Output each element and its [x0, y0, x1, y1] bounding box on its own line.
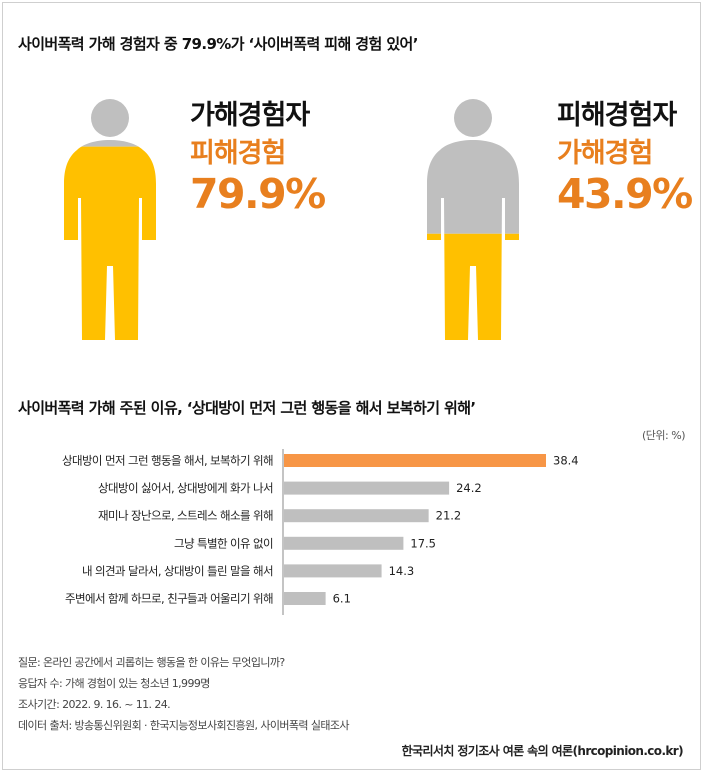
- footnotes: 질문: 온라인 공간에서 괴롭히는 행동을 한 이유는 무엇입니까? 응답자 수…: [18, 652, 350, 736]
- bar-value-label: 21.2: [436, 509, 462, 523]
- bar-category-label: 재미나 장난으로, 스트레스 해소를 위해: [98, 509, 273, 523]
- bar-value-label: 24.2: [456, 481, 482, 495]
- right-experience-label: 가해경험: [557, 138, 653, 169]
- bar: [284, 564, 382, 578]
- bar-value-label: 14.3: [389, 564, 415, 578]
- right-role-label: 피해경험자: [557, 100, 677, 131]
- footnote-question: 질문: 온라인 공간에서 괴롭히는 행동을 한 이유는 무엇입니까?: [18, 656, 285, 669]
- bar-value-label: 38.4: [553, 454, 579, 468]
- footnote-data-source: 데이터 출처: 방송통신위원회 · 한국지능정보사회진흥원, 사이버폭력 실태조…: [18, 719, 350, 732]
- perpetrator-figure-icon: [64, 99, 156, 340]
- unit-label: (단위: %): [642, 429, 685, 442]
- left-experience-label: 피해경험: [190, 138, 286, 169]
- bar-category-label: 그냥 특별한 이유 없이: [174, 536, 273, 550]
- left-figure-filled-part: [64, 146, 156, 340]
- right-figure-unfilled-part: [427, 99, 519, 234]
- bar: [284, 454, 546, 467]
- right-figure-filled-part: [427, 233, 519, 340]
- bar: [284, 481, 450, 495]
- bar-value-label: 6.1: [333, 592, 351, 606]
- section1-title: 사이버폭력 가해 경험자 중 79.9%가 ‘사이버폭력 피해 경험 있어’: [18, 35, 418, 53]
- left-percent-value: 79.9%: [190, 170, 326, 218]
- left-role-label: 가해경험자: [190, 100, 310, 131]
- bar: [284, 509, 429, 523]
- victim-figure-icon: [427, 99, 519, 340]
- bar-category-label: 상대방이 싫어서, 상대방에게 화가 나서: [98, 481, 273, 495]
- footnote-respondents: 응답자 수: 가해 경험이 있는 청소년 1,999명: [18, 677, 210, 690]
- reasons-bar-chart: 상대방이 먼저 그런 행동을 해서, 보복하기 위해 38.4 상대방이 싫어서, …: [62, 449, 579, 615]
- left-figure-unfilled-part: [64, 99, 156, 147]
- bar-value-label: 17.5: [410, 536, 436, 550]
- section2-title: 사이버폭력 가해 주된 이유, ‘상대방이 먼저 그런 행동을 해서 보복하기 …: [18, 399, 476, 417]
- bar-category-label: 상대방이 먼저 그런 행동을 해서, 보복하기 위해: [62, 454, 273, 468]
- bar-category-label: 내 의견과 달라서, 상대방이 틀린 말을 해서: [82, 564, 273, 578]
- bar: [284, 592, 326, 605]
- right-percent-value: 43.9%: [557, 170, 693, 218]
- bar: [284, 536, 404, 550]
- footnote-period: 조사기간: 2022. 9. 16. ~ 11. 24.: [18, 698, 171, 711]
- publisher-credit: 한국리서치 정기조사 여론 속의 여론(hrcopinion.co.kr): [401, 744, 684, 758]
- bar-category-label: 주변에서 함께 하므로, 친구들과 어울리기 위해: [65, 592, 273, 606]
